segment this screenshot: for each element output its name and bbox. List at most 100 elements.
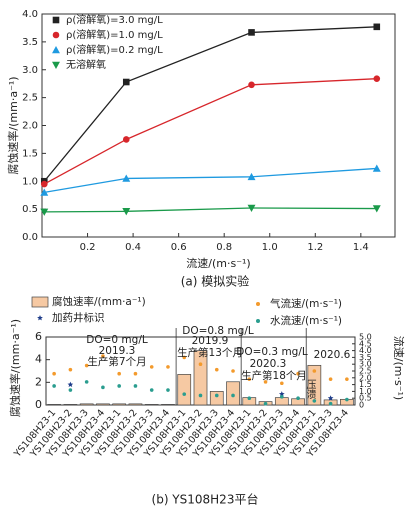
legend-marker xyxy=(31,296,49,308)
legend-label: 无溶解氧 xyxy=(66,58,106,71)
point xyxy=(122,174,131,182)
y-tick-label: 1.5 xyxy=(22,148,38,159)
dot xyxy=(52,384,56,388)
dot xyxy=(312,399,317,403)
annotation: DO=0.8 mg/L xyxy=(182,325,254,337)
dot xyxy=(117,384,121,388)
point xyxy=(373,75,381,82)
bar xyxy=(79,403,94,406)
dot xyxy=(117,371,121,376)
point xyxy=(40,180,48,188)
y2-tick-label: 0.5 xyxy=(359,394,372,403)
y-tick-label: 3.5 xyxy=(22,37,38,48)
y-tick-label: 2 xyxy=(35,375,42,388)
dot xyxy=(263,380,268,384)
legend-marker xyxy=(52,31,60,39)
legend-marker xyxy=(52,16,60,24)
dot xyxy=(149,365,154,369)
star-marker xyxy=(327,395,334,401)
legend-marker xyxy=(256,302,260,306)
x-tick-label: 1.2 xyxy=(307,242,323,253)
y2-axis-label: 流速/(m·s⁻¹) xyxy=(392,336,406,400)
dot xyxy=(231,369,235,373)
annotation: 压溃 xyxy=(304,379,316,400)
legend-label: ρ(溶解氧)=0.2 mg/L xyxy=(66,43,163,56)
y2-tick-label: 4.0 xyxy=(359,346,372,355)
y2-tick-label: 2.0 xyxy=(359,373,372,382)
y-tick-label: 4 xyxy=(35,353,42,366)
dot xyxy=(84,380,89,384)
x-tick-label: 1.0 xyxy=(262,242,278,253)
dot xyxy=(328,377,333,381)
annotation: 2020.6 xyxy=(314,349,351,361)
dot xyxy=(345,397,349,402)
annotation: 2019.9 xyxy=(192,335,229,347)
dot xyxy=(345,377,349,381)
annotation: DO=0.3 mg/L xyxy=(236,346,308,358)
bar xyxy=(47,404,61,406)
dot xyxy=(149,388,154,392)
legend-label: ρ(溶解氧)=1.0 mg/L xyxy=(66,28,163,41)
annotation: 2019.3 xyxy=(99,345,136,357)
dot xyxy=(133,384,138,388)
dot xyxy=(247,396,252,401)
bar xyxy=(63,404,78,406)
bar xyxy=(161,404,175,406)
point xyxy=(40,188,49,196)
dot xyxy=(166,365,170,369)
y-tick-label: 0.5 xyxy=(22,204,38,215)
point xyxy=(247,204,256,212)
x-tick-label: 0.2 xyxy=(80,242,96,253)
point xyxy=(373,23,381,31)
legend-label: 水流速/(m·s⁻¹) xyxy=(270,314,342,327)
y-tick-label: 2.5 xyxy=(22,93,38,104)
y2-tick-label: 5.0 xyxy=(359,333,372,342)
dot xyxy=(280,381,284,386)
bar xyxy=(226,381,240,406)
y2-tick-label: 3.0 xyxy=(359,360,372,369)
annotation: 2020.3 xyxy=(250,358,287,370)
bar xyxy=(209,391,224,406)
point xyxy=(372,205,381,213)
dot xyxy=(198,362,203,367)
caption: (a) 模拟实验 xyxy=(181,274,250,289)
dot xyxy=(68,367,73,372)
bar xyxy=(144,404,159,406)
star-marker xyxy=(67,381,74,387)
point xyxy=(122,208,131,216)
dot xyxy=(101,385,105,390)
dot xyxy=(68,388,73,392)
dot xyxy=(231,393,235,398)
legend-label: ρ(溶解氧)=3.0 mg/L xyxy=(66,13,163,26)
series-line xyxy=(44,207,377,213)
y-tick-label: 3.0 xyxy=(22,65,38,76)
dot xyxy=(166,388,170,392)
legend-marker xyxy=(37,315,43,321)
legend-label: 腐蚀速率/(mm·a⁻¹) xyxy=(52,295,146,308)
dot xyxy=(263,401,268,406)
legend-marker xyxy=(52,61,60,69)
dot xyxy=(280,395,284,399)
dot xyxy=(101,354,105,358)
point xyxy=(40,208,49,216)
x-tick-label: 0.4 xyxy=(125,242,141,253)
series-line xyxy=(43,78,377,185)
point xyxy=(247,172,256,181)
x-tick-label: 1.4 xyxy=(353,242,369,253)
y-tick-label: 6 xyxy=(35,330,42,343)
bar xyxy=(193,350,208,406)
point xyxy=(122,78,130,86)
y-tick-label: 1.0 xyxy=(22,176,38,187)
bar xyxy=(96,403,110,406)
bar xyxy=(112,403,127,406)
x-axis-label: 流速/(m·s⁻¹) xyxy=(186,256,250,270)
point xyxy=(248,29,255,36)
dot xyxy=(296,371,300,376)
dot xyxy=(52,371,56,376)
dot xyxy=(182,355,187,360)
legend-label: 气流速/(m·s⁻¹) xyxy=(270,297,342,310)
series-line xyxy=(43,26,377,182)
y2-tick-label: 1.0 xyxy=(359,387,372,396)
bar xyxy=(274,397,289,406)
dot xyxy=(247,377,252,381)
